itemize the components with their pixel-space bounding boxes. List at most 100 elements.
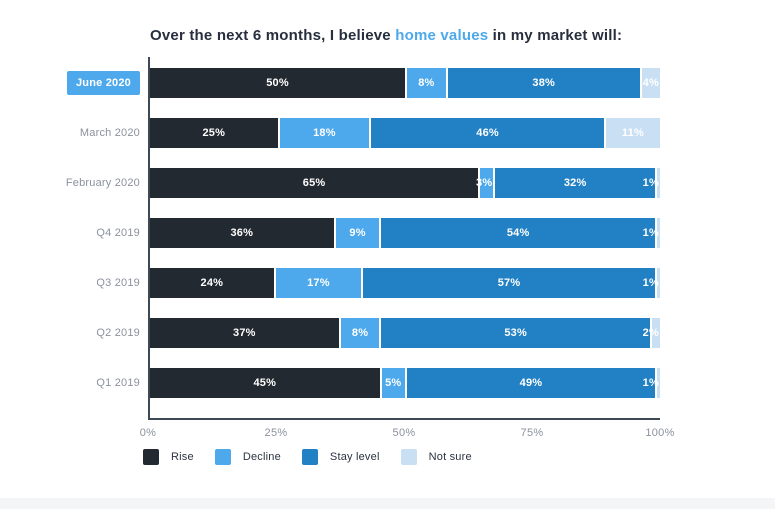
bar-segment-value: 25% <box>202 127 226 139</box>
chart-row: June 2020 50% 8% 38% 4% <box>66 68 660 98</box>
stacked-bar: 45% 5% 49% 1% <box>150 368 660 398</box>
bar-segment-decline: 8% <box>405 68 446 98</box>
title-suffix: in my market will: <box>488 27 623 44</box>
bar-segment-value: 45% <box>253 377 277 389</box>
bar-segment-value: 49% <box>519 377 543 389</box>
legend-label: Not sure <box>428 451 472 463</box>
bar-segment-value: 8% <box>418 77 435 89</box>
legend-label: Rise <box>171 451 194 463</box>
bar-segment-stay-level: 53% <box>379 318 650 348</box>
bar-segment-stay-level: 32% <box>493 168 655 198</box>
bar-segment-stay-level: 49% <box>405 368 655 398</box>
x-tick-label: 50% <box>392 427 416 439</box>
x-tick-label: 100% <box>645 427 675 439</box>
bar-segment-value: 65% <box>302 177 326 189</box>
chart-title: Over the next 6 months, I believe home v… <box>150 27 622 44</box>
category-label: February 2020 <box>65 177 140 189</box>
bar-segment-value: 18% <box>313 127 336 139</box>
stacked-bar-plot-area: June 2020 50% 8% 38% 4% March 2020 25% 18% 46% 11… <box>66 57 660 420</box>
bar-segment-value: 4% <box>642 77 659 89</box>
bar-segment-stay-level: 54% <box>379 218 655 248</box>
legend-swatch <box>400 449 417 465</box>
bar-segment-stay-level: 38% <box>445 68 640 98</box>
x-tick-label: 75% <box>520 427 544 439</box>
bar-segment-value: 5% <box>385 377 402 389</box>
bar-segment-rise: 36% <box>150 218 334 248</box>
bar-segment-not-sure: 1% <box>643 368 660 398</box>
bar-segment-decline: 3% <box>476 168 494 198</box>
bar-segment-decline: 17% <box>273 268 362 298</box>
bar-segment-not-sure: 1% <box>643 218 660 248</box>
bar-segment-value: 1% <box>642 277 659 289</box>
bar-segment-rise: 45% <box>150 368 380 398</box>
title-highlight: home values <box>395 27 489 44</box>
legend-item-rise: Rise <box>143 449 194 465</box>
category-label: Q2 2019 <box>96 327 140 339</box>
category-label: Q3 2019 <box>96 277 140 289</box>
bar-segment-value: 53% <box>504 327 527 339</box>
bar-segment-decline: 18% <box>277 118 370 148</box>
bar-segment-value: 32% <box>563 177 587 189</box>
title-prefix: Over the next 6 months, I believe <box>150 27 396 44</box>
category-label: March 2020 <box>79 127 140 139</box>
bar-segment-value: 36% <box>230 227 254 239</box>
legend-item-not-sure: Not sure <box>400 449 472 465</box>
stacked-bar: 36% 9% 54% 1% <box>150 218 660 248</box>
bar-segment-value: 2% <box>642 327 659 339</box>
bar-segment-rise: 50% <box>150 68 405 98</box>
legend-label: Decline <box>242 451 281 463</box>
bar-segment-not-sure: 1% <box>643 268 660 298</box>
stacked-bar: 50% 8% 38% 4% <box>150 68 660 98</box>
bar-segment-value: 3% <box>476 177 493 189</box>
stacked-bar: 65% 3% 32% 1% <box>150 168 660 198</box>
bar-segment-rise: 24% <box>150 268 274 298</box>
bar-segment-decline: 8% <box>338 318 380 348</box>
bar-segment-value: 50% <box>266 77 289 89</box>
bar-segment-value: 9% <box>349 227 366 239</box>
bar-segment-decline: 5% <box>379 368 405 398</box>
legend-swatch <box>214 449 231 465</box>
bar-segment-value: 57% <box>497 277 521 289</box>
bar-segment-not-sure: 11% <box>603 118 660 148</box>
stacked-bar: 25% 18% 46% 11% <box>150 118 660 148</box>
legend-item-decline: Decline <box>214 449 281 465</box>
bar-segment-not-sure: 4% <box>639 68 660 98</box>
stacked-bar: 24% 17% 57% 1% <box>150 268 660 298</box>
chart-row: Q3 2019 24% 17% 57% 1% <box>96 268 660 298</box>
chart-row: February 2020 65% 3% 32% 1% <box>66 168 660 198</box>
category-label: Q4 2019 <box>96 227 140 239</box>
bar-segment-rise: 25% <box>150 118 278 148</box>
x-tick-label: 0% <box>139 427 157 439</box>
x-axis: 0% 25% 50% 75% 100% <box>140 427 675 443</box>
x-tick-label: 25% <box>264 427 288 439</box>
bar-segment-value: 38% <box>532 77 555 89</box>
bar-segment-value: 8% <box>351 327 369 339</box>
chart-rows: June 2020 50% 8% 38% 4% March 2020 25% 18% 46% 11… <box>66 68 660 398</box>
bar-segment-rise: 37% <box>150 318 339 348</box>
legend-swatch <box>143 449 159 465</box>
legend-item-stay-level: Stay level <box>301 449 380 465</box>
bar-segment-value: 1% <box>642 377 659 389</box>
bar-segment-not-sure: 1% <box>643 168 660 198</box>
bar-segment-rise: 65% <box>150 168 479 198</box>
stacked-bar: 37% 8% 53% 2% <box>150 318 660 348</box>
legend-swatch <box>301 449 318 465</box>
bar-segment-value: 24% <box>200 277 224 289</box>
bar-segment-value: 37% <box>233 327 256 339</box>
bar-segment-not-sure: 2% <box>643 318 660 348</box>
chart-row: Q1 2019 45% 5% 49% 1% <box>96 368 660 398</box>
bar-segment-value: 1% <box>642 177 659 189</box>
legend: Rise Decline Stay level Not sure <box>143 449 472 465</box>
legend-label: Stay level <box>329 451 380 463</box>
chart-row: March 2020 25% 18% 46% 11% <box>80 118 660 148</box>
bar-segment-value: 46% <box>476 127 499 139</box>
chart-row: Q2 2019 37% 8% 53% 2% <box>96 318 660 348</box>
bar-segment-value: 17% <box>307 277 330 289</box>
bar-segment-value: 54% <box>506 227 530 239</box>
chart-row: Q4 2019 36% 9% 54% 1% <box>96 218 660 248</box>
category-label: Q1 2019 <box>96 377 140 389</box>
bar-segment-decline: 9% <box>333 218 380 248</box>
bar-segment-value: 1% <box>642 227 659 239</box>
bar-segment-value: 11% <box>621 127 644 139</box>
